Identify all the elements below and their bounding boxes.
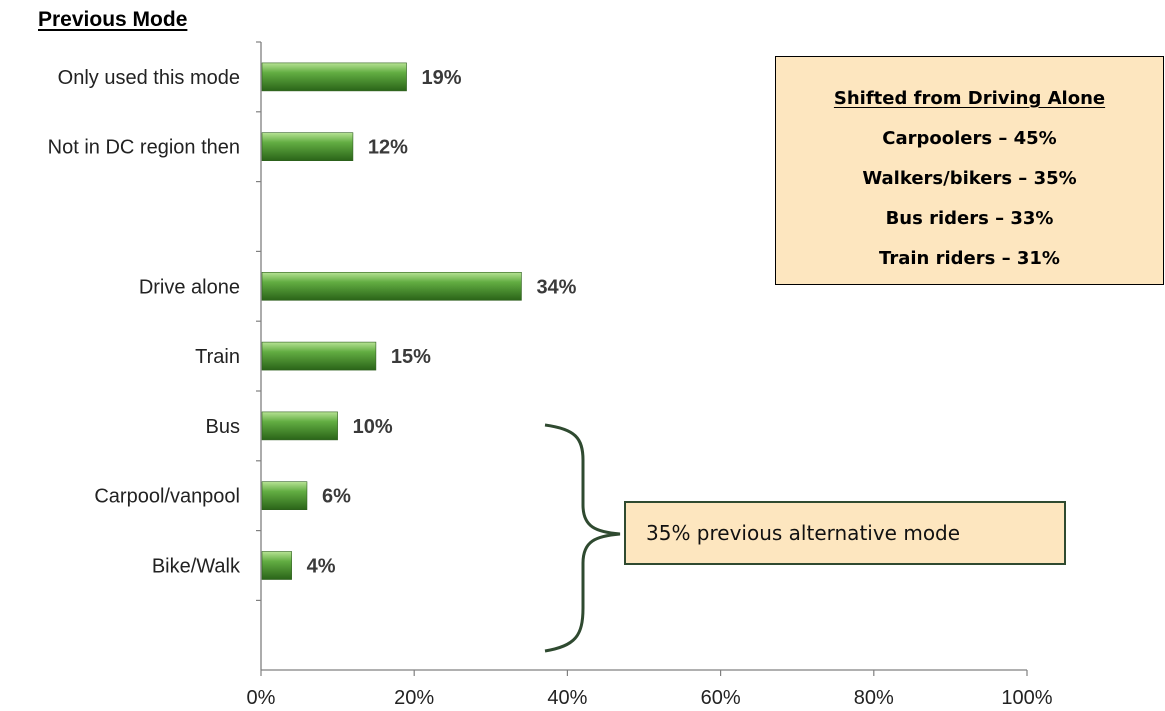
bar-drive-alone — [261, 271, 522, 301]
bar-bike-walk — [261, 551, 292, 580]
value-label-train: 15% — [391, 346, 431, 368]
callout-line-walkers-bikers: Walkers/bikers – 35% — [862, 168, 1077, 189]
category-label-carpool-vanpool: Carpool/vanpool — [94, 486, 240, 508]
alternative-mode-note: 35% previous alternative mode — [624, 501, 1066, 565]
callout-line-carpoolers: Carpoolers – 45% — [882, 128, 1057, 149]
bar-carpool-vanpool — [261, 481, 308, 511]
bar-train — [261, 341, 377, 371]
value-label-only-used-this-mode: 19% — [422, 67, 462, 89]
x-tick-label: 0% — [247, 687, 276, 709]
shift-callout-box: Shifted from Driving Alone Carpoolers – … — [775, 56, 1164, 285]
callout-heading: Shifted from Driving Alone — [833, 88, 1106, 109]
bracket-brace — [544, 423, 621, 653]
callout-line-train-riders: Train riders – 31% — [879, 248, 1060, 269]
value-label-bus: 10% — [353, 416, 393, 438]
category-label-not-in-dc-region-then: Not in DC region then — [48, 137, 240, 159]
category-label-drive-alone: Drive alone — [139, 276, 240, 298]
x-tick-label: 40% — [547, 687, 587, 709]
x-tick-label: 100% — [1001, 687, 1052, 709]
bar-bus — [261, 411, 338, 441]
bar-only-used-this-mode — [261, 62, 407, 92]
category-label-bike-walk: Bike/Walk — [152, 556, 241, 578]
value-label-not-in-dc-region-then: 12% — [368, 137, 408, 159]
value-label-drive-alone: 34% — [536, 276, 576, 298]
category-label-only-used-this-mode: Only used this mode — [58, 67, 240, 89]
bar-not-in-dc-region-then — [261, 132, 354, 161]
x-tick-label: 20% — [394, 687, 434, 709]
chart-title: Previous Mode — [38, 8, 188, 31]
x-tick-label: 60% — [701, 687, 741, 709]
category-label-bus: Bus — [206, 416, 240, 438]
callout-line-bus-riders: Bus riders – 33% — [885, 208, 1054, 229]
category-label-train: Train — [195, 346, 240, 368]
value-label-bike-walk: 4% — [307, 556, 336, 578]
x-tick-label: 80% — [854, 687, 894, 709]
value-label-carpool-vanpool: 6% — [322, 486, 351, 508]
